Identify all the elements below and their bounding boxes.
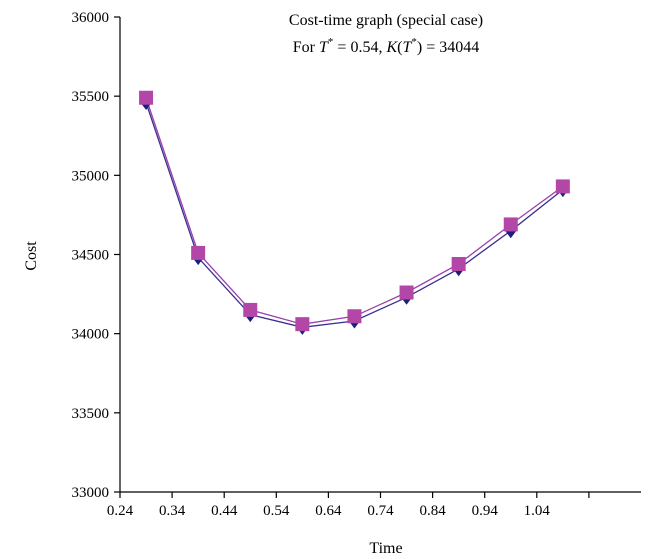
subtitle-k-symbol: K	[385, 39, 398, 56]
subtitle-paren-close: )	[417, 39, 422, 56]
square-marker	[295, 317, 310, 332]
square-marker	[555, 179, 570, 194]
subtitle-paren-open: (	[397, 39, 402, 56]
y-tick-label: 33000	[72, 485, 110, 501]
subtitle-prefix: For	[293, 39, 319, 56]
square-marker	[347, 309, 362, 324]
y-tick-label: 35000	[72, 168, 110, 184]
square-marker	[451, 257, 466, 271]
x-tick-label: 0.54	[263, 503, 290, 519]
subtitle-t-symbol-2: T	[402, 39, 412, 56]
subtitle-star: *	[328, 36, 334, 48]
series-markers	[139, 90, 570, 335]
square-marker	[139, 90, 154, 105]
y-tick-label: 36000	[72, 10, 110, 26]
y-tick-label: 34500	[72, 248, 110, 264]
square-marker	[503, 217, 518, 232]
y-tick-label: 35500	[72, 89, 110, 105]
subtitle-eq1: = 0.54,	[333, 39, 386, 56]
chart-title: Cost-time graph (special case)	[289, 12, 483, 29]
y-tick-label: 34000	[72, 327, 110, 343]
series-lines	[145, 97, 564, 328]
series-line-2	[145, 97, 564, 325]
tick-marks: 33000 33500 34000 34500 35000 35500 36000 0.24 0…	[72, 10, 590, 519]
x-axis-title: Time	[369, 540, 402, 557]
square-marker	[191, 245, 206, 260]
subtitle-star-2: *	[411, 36, 417, 48]
y-axis-title: Cost	[23, 241, 40, 271]
series-line-1	[145, 102, 564, 328]
square-marker	[243, 302, 258, 317]
x-tick-label: 0.64	[315, 503, 342, 519]
x-tick-label: 0.94	[472, 503, 499, 519]
chart-subtitle: For T* = 0.54, K(T*) = 34044	[293, 36, 479, 56]
subtitle-t-symbol: T	[319, 39, 329, 56]
y-tick-label: 33500	[72, 406, 110, 422]
x-tick-label: 0.74	[367, 503, 394, 519]
x-tick-label: 0.34	[159, 503, 186, 519]
x-tick-label: 0.44	[211, 503, 238, 519]
x-tick-label: 0.24	[107, 503, 134, 519]
x-tick-label: 0.84	[419, 503, 446, 519]
square-marker	[399, 285, 414, 300]
x-tick-label: 1.04	[524, 503, 551, 519]
subtitle-eq2: = 34044	[422, 39, 479, 56]
